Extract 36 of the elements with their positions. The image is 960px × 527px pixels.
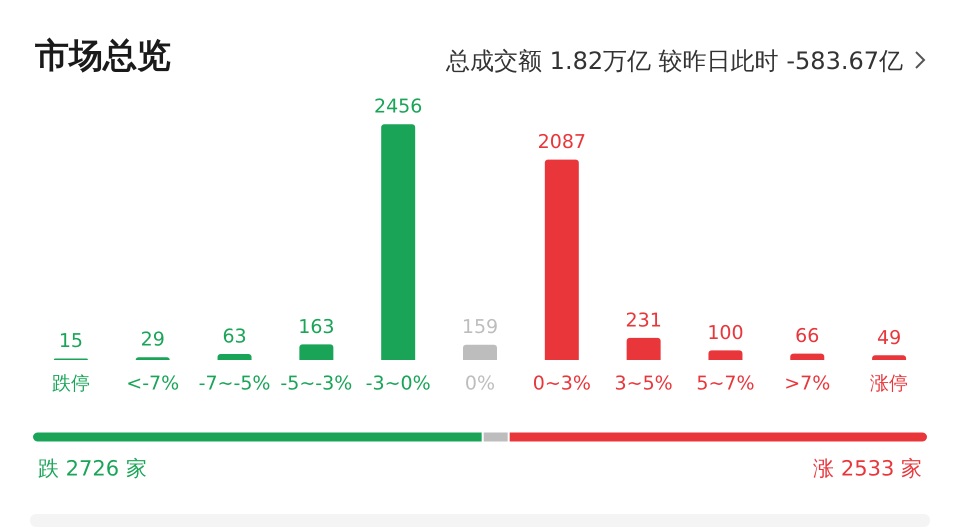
chart-title: 市场总览: [34, 36, 171, 76]
x-tick-label: -5~-3%: [280, 372, 352, 394]
data-label: 66: [795, 325, 820, 348]
data-label: 2456: [374, 96, 422, 118]
data-label: 163: [298, 316, 334, 338]
data-label: 49: [876, 326, 902, 349]
x-tick-label: -7~-5%: [198, 372, 270, 394]
x-tick-label: 0%: [464, 372, 496, 394]
x-tick-label: -3~0%: [366, 372, 431, 394]
data-label: 231: [626, 309, 662, 332]
data-label: 29: [140, 328, 165, 351]
bar: [463, 344, 497, 360]
chart-subtitle: 总成交额 1.82万亿 较昨日此时 -583.67亿: [445, 47, 904, 75]
bar: [544, 160, 579, 360]
data-label: 100: [707, 322, 744, 344]
bar: [790, 354, 824, 360]
bar: [872, 355, 906, 360]
x-tick-label: 3~5%: [614, 372, 673, 394]
data-label: 159: [462, 316, 498, 338]
x-tick-label: 涨停: [870, 372, 908, 394]
bar: [626, 338, 661, 360]
x-tick-label: 0~3%: [532, 372, 591, 394]
x-tick-label: 5~7%: [696, 372, 755, 394]
bar: [136, 357, 170, 360]
text: 跌 2726 家: [38, 456, 147, 480]
bar: [708, 350, 742, 360]
x-tick-label: 跌停: [52, 372, 90, 394]
data-label: 63: [222, 325, 247, 348]
bar: [299, 344, 334, 360]
bar: [218, 354, 252, 360]
data-label: 2087: [538, 131, 586, 154]
bar: [381, 124, 416, 360]
x-tick-label: >7%: [784, 372, 830, 394]
x-tick-label: <-7%: [126, 372, 180, 394]
text: 涨 2533 家: [813, 456, 922, 480]
data-label: 15: [58, 330, 84, 352]
